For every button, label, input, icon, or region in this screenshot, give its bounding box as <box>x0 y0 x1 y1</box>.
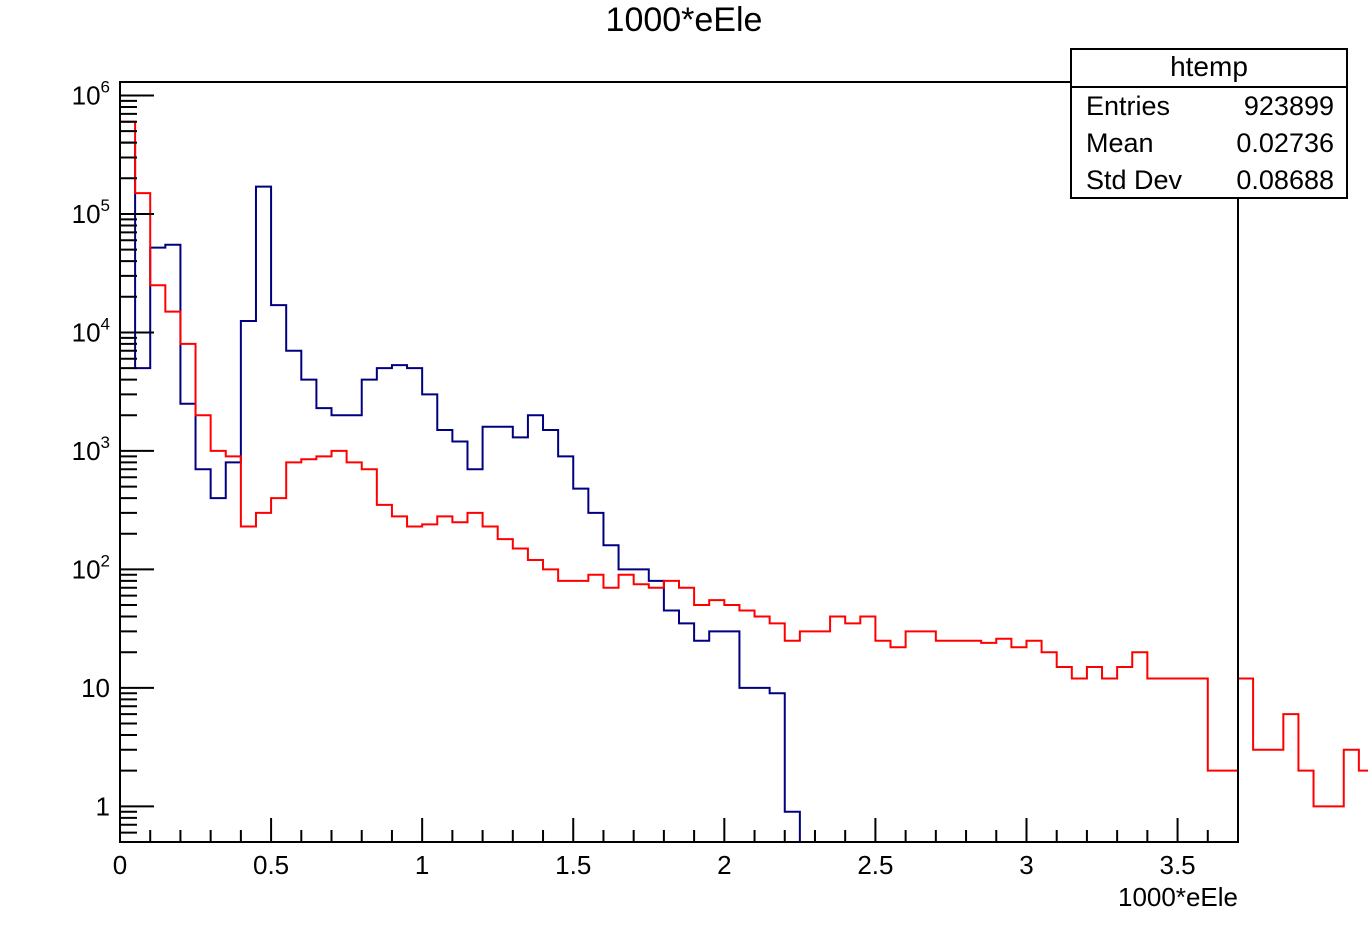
chart-title: 1000*eEle <box>605 1 763 39</box>
y-tick-label: 104 <box>72 314 110 347</box>
y-tick-label: 1 <box>96 791 110 821</box>
x-tick-label: 2.5 <box>857 850 893 880</box>
x-tick-label: 2 <box>717 850 731 880</box>
x-tick-label: 3.5 <box>1159 850 1195 880</box>
x-tick-label: 1.5 <box>555 850 591 880</box>
histogram-series-2 <box>119 120 1368 842</box>
x-tick-label: 0 <box>113 850 127 880</box>
axis-layer: 0 0.5 1 1.5 2 2.5 3 3.5 1 10 102 103 104 105 106 <box>72 77 1239 880</box>
x-tick-label: 3 <box>1019 850 1033 880</box>
histogram-series-1 <box>119 141 831 843</box>
stats-row-entries: Entries 923899 <box>1072 88 1346 125</box>
y-tick-label: 105 <box>72 196 110 229</box>
series-layer <box>119 120 1368 843</box>
stats-label: Std Dev <box>1086 165 1183 195</box>
x-axis-label: 1000*eEle <box>1118 882 1238 912</box>
stats-label: Mean <box>1086 128 1154 158</box>
stats-box[interactable]: htemp Entries 923899 Mean 0.02736 Std De… <box>1070 48 1348 199</box>
y-tick-label: 102 <box>72 551 110 584</box>
x-tick-label: 1 <box>415 850 429 880</box>
stats-value: 923899 <box>1243 91 1334 121</box>
stats-title: htemp <box>1072 50 1346 88</box>
stats-value: 0.02736 <box>1236 128 1334 158</box>
y-tick-label: 106 <box>72 77 110 110</box>
y-tick-label: 10 <box>81 673 110 703</box>
y-tick-label: 103 <box>72 433 110 466</box>
stats-row-mean: Mean 0.02736 <box>1072 125 1346 162</box>
stats-label: Entries <box>1086 91 1171 121</box>
x-tick-label: 0.5 <box>253 850 289 880</box>
stats-row-stddev: Std Dev 0.08688 <box>1072 162 1346 199</box>
stats-value: 0.08688 <box>1236 165 1334 195</box>
